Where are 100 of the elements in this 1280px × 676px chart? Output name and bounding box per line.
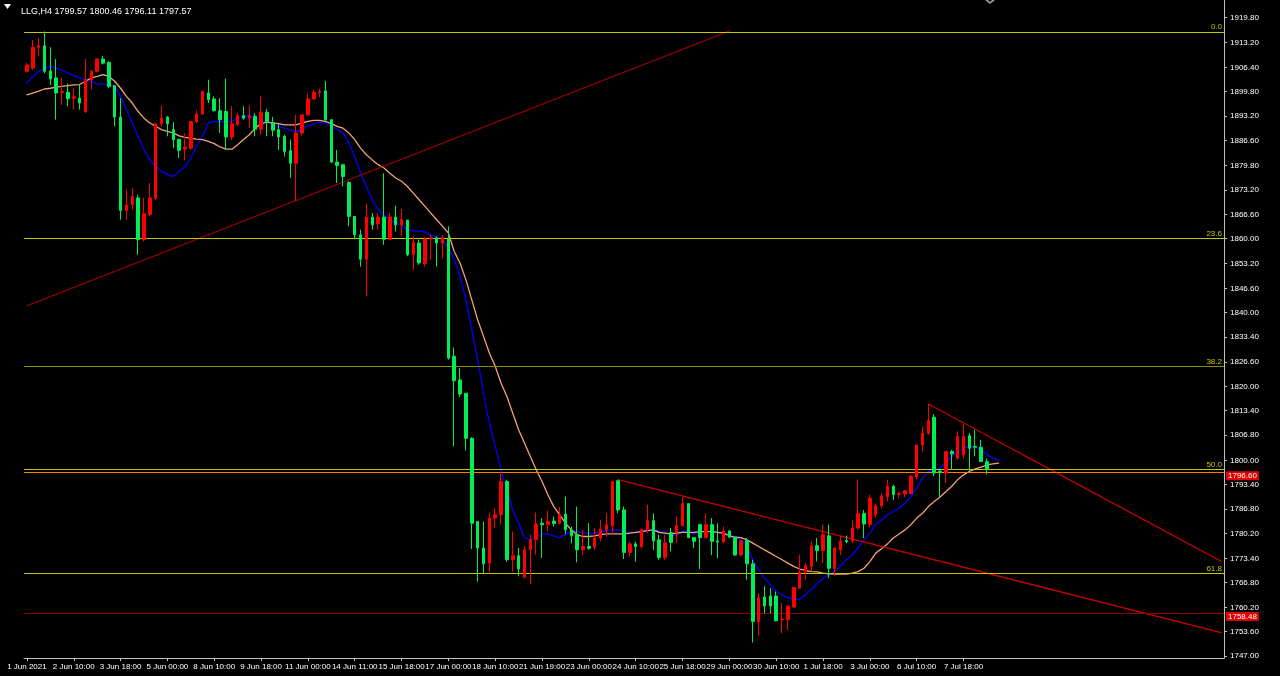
y-tick-label: 1919.80 xyxy=(1230,13,1260,23)
candlestick xyxy=(851,519,854,544)
candlestick xyxy=(558,506,561,526)
candlestick xyxy=(611,481,614,536)
candlestick xyxy=(31,39,35,71)
candlestick xyxy=(283,134,286,158)
candlestick xyxy=(201,90,204,115)
candlestick xyxy=(763,585,766,614)
x-tick-label: 2 Jun 10:00 xyxy=(52,661,96,671)
candlestick xyxy=(862,509,866,539)
y-tick-label: 1820.00 xyxy=(1230,381,1260,391)
candlestick xyxy=(552,516,556,528)
candlestick xyxy=(447,225,450,361)
text: LLG,H4 1799.57 1800.46 1796.11 1797.57 xyxy=(21,5,192,16)
y-tick-label: 1893.20 xyxy=(1230,111,1260,121)
candlestick xyxy=(183,132,187,161)
candlestick xyxy=(973,429,977,457)
y-tick-label: 1913.20 xyxy=(1230,37,1260,47)
candlestick xyxy=(136,194,140,256)
candlestick xyxy=(622,506,626,560)
candlestick xyxy=(406,219,409,257)
candlestick xyxy=(464,392,468,451)
annotation: 0.0 xyxy=(1210,22,1223,32)
candlestick xyxy=(681,496,684,528)
y-tick-label: 1879.80 xyxy=(1230,160,1260,170)
candlestick xyxy=(400,208,403,237)
candlestick xyxy=(938,469,942,498)
candlestick xyxy=(394,205,397,233)
candlestick xyxy=(371,212,374,231)
candlestick xyxy=(956,430,959,461)
y-tick-label: 1866.60 xyxy=(1230,209,1260,219)
y-tick-label: 1793.40 xyxy=(1230,479,1260,489)
candlestick xyxy=(452,346,456,447)
candlestick xyxy=(113,85,116,127)
candlestick xyxy=(968,432,971,473)
y-tick-label: 1800.00 xyxy=(1230,455,1260,465)
candlestick xyxy=(792,586,796,609)
candlestick xyxy=(417,239,421,266)
candlestick xyxy=(470,436,474,550)
candlestick xyxy=(646,504,649,534)
candlestick xyxy=(230,105,234,141)
x-tick-label: 24 Jun 10:00 xyxy=(612,661,660,671)
ref-line-label: 1758.48 xyxy=(1228,611,1258,621)
candlestick xyxy=(49,46,52,86)
candlestick xyxy=(804,562,807,581)
y-tick-label: 1846.60 xyxy=(1230,283,1260,293)
x-tick-label: 7 Jul 18:00 xyxy=(943,661,984,671)
candlestick xyxy=(979,439,983,463)
candlestick xyxy=(505,479,509,563)
candlestick xyxy=(944,451,948,484)
candlestick xyxy=(839,535,842,556)
candlestick xyxy=(868,494,872,528)
candlestick xyxy=(107,60,111,89)
candlestick xyxy=(657,534,661,561)
candlestick xyxy=(195,109,198,124)
candlestick xyxy=(242,105,245,121)
candlestick xyxy=(207,79,210,104)
candlestick xyxy=(353,215,356,240)
candlestick xyxy=(154,123,157,201)
candlestick xyxy=(599,519,602,542)
candlestick xyxy=(575,506,579,563)
candlestick xyxy=(265,108,269,137)
candlestick xyxy=(810,540,813,573)
candlestick xyxy=(517,547,520,577)
candlestick xyxy=(570,526,573,544)
candlestick xyxy=(37,37,40,57)
candlestick xyxy=(148,182,152,217)
candlestick xyxy=(300,114,304,137)
candlestick xyxy=(652,512,655,551)
x-tick-label: 18 Jun 10:00 xyxy=(472,661,519,671)
x-tick-label: 15 Jun 18:00 xyxy=(378,661,426,671)
y-tick-label: 1826.60 xyxy=(1230,357,1260,367)
candlestick xyxy=(412,235,415,271)
x-tick-label: 14 Jun 11:00 xyxy=(331,661,379,671)
candlestick xyxy=(722,526,725,544)
y-tick-label: 1853.20 xyxy=(1230,259,1260,269)
y-tick-label: 1840.00 xyxy=(1230,307,1260,317)
candlestick xyxy=(271,116,275,137)
candlestick xyxy=(892,484,895,501)
candlestick xyxy=(704,512,708,539)
candlestick xyxy=(429,234,433,261)
candlestick xyxy=(312,89,316,101)
candlestick xyxy=(259,95,263,136)
x-tick-label: 25 Jun 18:00 xyxy=(659,661,707,671)
candlestick xyxy=(634,541,637,563)
candlestick xyxy=(821,524,825,564)
candlestick xyxy=(915,444,918,481)
candlestick xyxy=(757,592,760,637)
candlestick xyxy=(903,489,907,498)
candlestick xyxy=(25,62,29,74)
candlestick xyxy=(733,536,737,557)
candlestick xyxy=(698,523,702,570)
candlestick xyxy=(511,530,515,573)
candlestick xyxy=(335,149,339,184)
candlestick xyxy=(66,82,70,107)
y-tick-label: 1860.00 xyxy=(1230,234,1260,244)
candlestick xyxy=(769,587,772,614)
x-tick-label: 6 Jul 10:00 xyxy=(897,661,937,671)
candlestick xyxy=(476,520,479,583)
candlestick xyxy=(72,87,76,111)
